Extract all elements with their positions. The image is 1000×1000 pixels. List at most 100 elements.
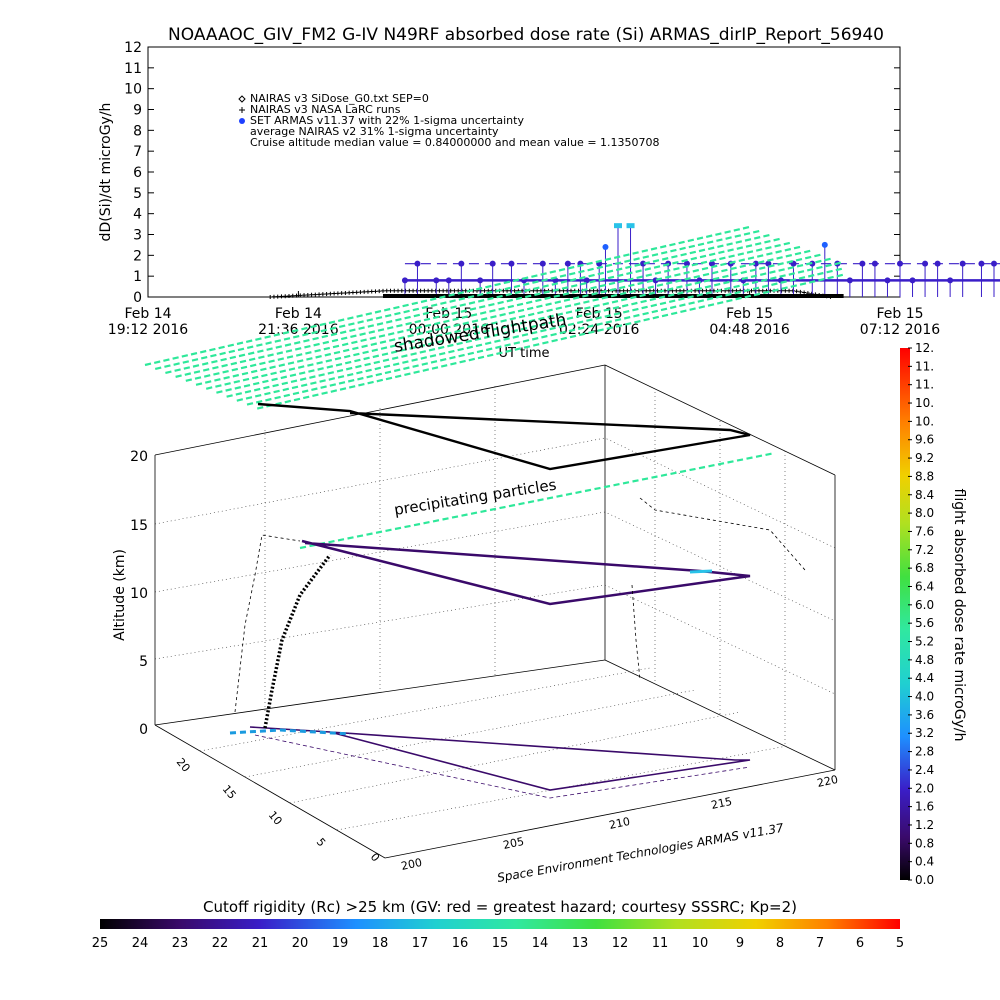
particle-mark (543, 290, 550, 294)
nairas-larc-point (388, 288, 393, 293)
particle-mark (540, 328, 547, 333)
particle-mark (608, 281, 616, 286)
particle-mark (339, 387, 347, 391)
nairas-larc-point (305, 292, 310, 297)
particle-mark (685, 283, 692, 287)
particle-mark (400, 348, 407, 352)
dose-tick-label: 2.4 (915, 763, 934, 777)
particle-mark (454, 329, 461, 334)
particle-mark (191, 358, 199, 362)
particle-mark (538, 316, 545, 321)
particle-mark (172, 356, 179, 360)
particle-mark (425, 329, 433, 334)
particle-mark (480, 317, 488, 321)
nairas-larc-point (429, 288, 434, 293)
armas-point (539, 260, 546, 267)
particle-mark (605, 320, 613, 324)
particle-mark (500, 319, 507, 323)
nairas-larc-point (414, 288, 419, 293)
particle-mark (670, 471, 677, 475)
particle-mark (320, 385, 327, 389)
armas-point (897, 260, 903, 267)
y-tick-label: 11 (124, 61, 142, 77)
legend-plus-icon (239, 107, 245, 113)
particle-mark (204, 380, 212, 384)
dose-tick-label: 8.4 (915, 488, 934, 502)
particle-mark (519, 320, 527, 325)
particle-mark (505, 292, 513, 297)
particle-mark (249, 363, 257, 368)
particle-mark (292, 391, 300, 396)
precipitating-particles-layer (144, 226, 844, 550)
nairas-larc-point (779, 288, 784, 293)
nairas-larc-point (381, 288, 385, 293)
dose-tick-label: 11. (915, 359, 934, 373)
particle-mark (337, 375, 345, 379)
particle-mark (215, 384, 222, 388)
particle-mark (651, 475, 658, 479)
particle-mark (353, 352, 360, 357)
particle-mark (395, 317, 402, 322)
particle-mark (744, 294, 752, 299)
particle-mark (626, 271, 633, 276)
rigidity-tick-label: 14 (532, 936, 549, 951)
particle-mark (641, 249, 649, 253)
particle-mark (724, 286, 731, 291)
particle-mark (765, 452, 772, 456)
y-tick-label: 6 (133, 165, 142, 181)
particle-mark (310, 324, 317, 329)
particle-mark (426, 335, 434, 340)
particle-mark (422, 311, 430, 316)
particle-mark (751, 280, 759, 285)
particle-mark (520, 327, 528, 331)
particle-mark (743, 232, 751, 236)
nairas-larc-point (535, 288, 540, 293)
particle-mark (464, 333, 472, 338)
particle-mark (817, 271, 824, 276)
nairas-larc-point (354, 290, 359, 295)
particle-mark (439, 358, 447, 362)
particle-mark (595, 316, 602, 320)
particle-mark (748, 262, 756, 266)
particle-mark (638, 287, 645, 292)
particle-mark (550, 332, 557, 337)
particle-mark (678, 297, 685, 301)
particle-mark (286, 355, 294, 359)
particle-mark (332, 344, 340, 349)
particle-mark (569, 278, 577, 282)
particle-mark (470, 313, 478, 317)
particle-mark (537, 310, 544, 315)
particle-mark (548, 320, 555, 325)
x-tick-label-date: Feb 14 (124, 306, 171, 322)
particle-mark (718, 250, 725, 255)
particle-mark (606, 269, 614, 274)
particle-mark (406, 327, 413, 332)
particle-mark (218, 345, 225, 350)
particle-mark (540, 272, 547, 276)
particle-mark (209, 347, 216, 352)
particle-mark (470, 511, 478, 515)
particle-mark (614, 318, 622, 322)
particle-mark (675, 279, 682, 283)
particle-mark (725, 236, 732, 240)
particle-mark (366, 532, 373, 536)
particle-mark (491, 321, 498, 325)
armas-point (884, 277, 891, 284)
particle-mark (752, 286, 760, 291)
particle-mark (238, 353, 246, 358)
particle-mark (790, 284, 798, 288)
particle-mark (301, 326, 308, 331)
particle-mark (390, 350, 398, 354)
y-tick-label: 5 (133, 186, 142, 202)
x-tick-label-time: 07:12 2016 (860, 322, 941, 338)
particle-mark (375, 530, 383, 534)
particle-mark (789, 278, 797, 282)
particle-mark (193, 370, 201, 374)
particle-mark (558, 268, 566, 272)
particle-mark (451, 311, 458, 315)
x-tick-label-time: 19:12 2016 (108, 322, 189, 338)
particle-mark (355, 364, 362, 369)
particle-mark (335, 362, 343, 367)
particle-mark (205, 386, 213, 390)
particle-mark (589, 279, 596, 284)
